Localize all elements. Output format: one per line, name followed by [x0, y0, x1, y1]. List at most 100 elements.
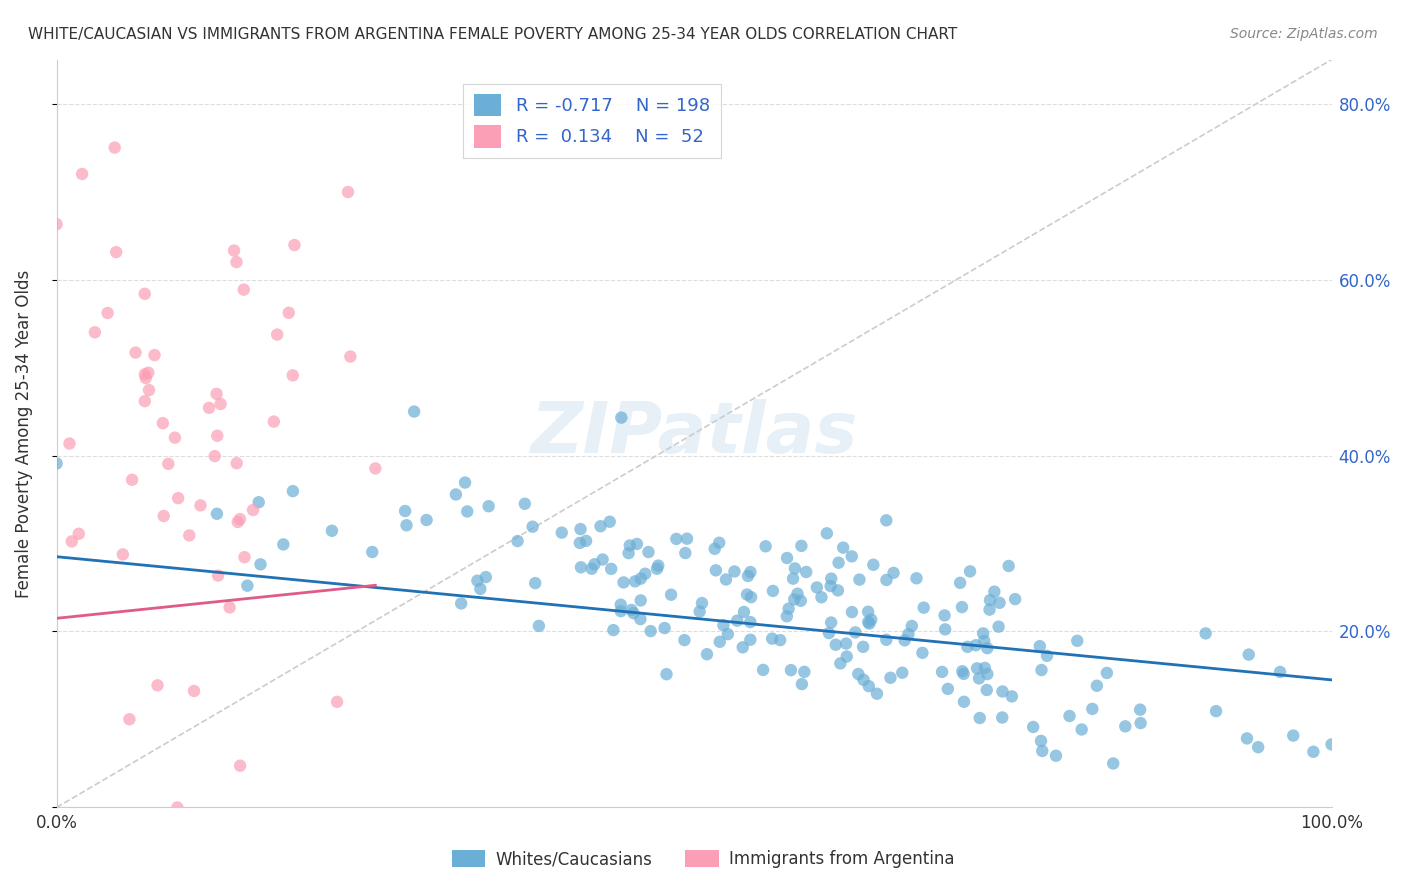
Point: [645, 562, 668, 576]
Point: [976, 641, 998, 656]
Point: [207, 428, 229, 442]
Point: [233, 550, 256, 565]
Point: [45, 457, 67, 471]
Point: [689, 605, 711, 619]
Point: [198, 401, 221, 415]
Point: [630, 593, 652, 607]
Point: [901, 619, 924, 633]
Point: [583, 558, 606, 572]
Point: [599, 515, 621, 529]
Point: [134, 368, 156, 382]
Point: [965, 638, 987, 652]
Point: [824, 638, 846, 652]
Point: [163, 431, 186, 445]
Point: [655, 667, 678, 681]
Point: [1320, 738, 1343, 752]
Point: [1268, 665, 1291, 679]
Point: [973, 633, 995, 648]
Point: [893, 633, 915, 648]
Point: [568, 536, 591, 550]
Point: [820, 572, 842, 586]
Point: [249, 558, 271, 572]
Point: [157, 457, 180, 471]
Point: [725, 614, 748, 628]
Text: ZIPatlas: ZIPatlas: [530, 399, 858, 468]
Point: [229, 758, 252, 772]
Point: [875, 513, 897, 527]
Point: [866, 687, 889, 701]
Point: [950, 664, 973, 678]
Point: [983, 584, 1005, 599]
Point: [810, 591, 832, 605]
Point: [273, 537, 295, 551]
Point: [818, 626, 841, 640]
Point: [969, 711, 991, 725]
Point: [152, 508, 174, 523]
Point: [610, 604, 633, 618]
Point: [569, 560, 592, 574]
Point: [83, 326, 105, 340]
Point: [281, 368, 304, 383]
Point: [45, 217, 67, 231]
Point: [891, 665, 914, 680]
Point: [862, 558, 884, 572]
Point: [124, 345, 146, 359]
Point: [997, 558, 1019, 573]
Point: [506, 534, 529, 549]
Point: [676, 532, 699, 546]
Point: [1022, 720, 1045, 734]
Y-axis label: Female Poverty Among 25-34 Year Olds: Female Poverty Among 25-34 Year Olds: [15, 269, 32, 598]
Point: [630, 572, 652, 586]
Point: [673, 546, 696, 560]
Legend: Whites/Caucasians, Immigrants from Argentina: Whites/Caucasians, Immigrants from Argen…: [446, 843, 960, 875]
Point: [704, 563, 727, 577]
Point: [225, 456, 247, 470]
Point: [105, 245, 128, 260]
Point: [723, 565, 745, 579]
Point: [786, 587, 808, 601]
Point: [134, 394, 156, 409]
Point: [179, 528, 201, 542]
Point: [1031, 663, 1053, 677]
Point: [283, 238, 305, 252]
Point: [204, 449, 226, 463]
Point: [875, 632, 897, 647]
Point: [222, 244, 245, 258]
Point: [1095, 665, 1118, 680]
Point: [858, 679, 880, 693]
Point: [976, 683, 998, 698]
Point: [1066, 633, 1088, 648]
Point: [637, 545, 659, 559]
Point: [976, 667, 998, 681]
Point: [841, 605, 863, 619]
Point: [470, 582, 492, 596]
Point: [229, 512, 252, 526]
Text: Source: ZipAtlas.com: Source: ZipAtlas.com: [1230, 27, 1378, 41]
Point: [118, 712, 141, 726]
Point: [337, 185, 360, 199]
Point: [1195, 626, 1218, 640]
Point: [610, 410, 633, 425]
Point: [146, 678, 169, 692]
Point: [733, 605, 755, 619]
Point: [782, 572, 804, 586]
Point: [628, 612, 651, 626]
Point: [1114, 719, 1136, 733]
Point: [138, 383, 160, 397]
Point: [934, 623, 956, 637]
Point: [820, 579, 842, 593]
Point: [1129, 703, 1152, 717]
Point: [111, 548, 134, 562]
Point: [832, 541, 855, 555]
Point: [794, 565, 817, 579]
Point: [858, 616, 880, 631]
Point: [1236, 731, 1258, 746]
Point: [659, 588, 682, 602]
Point: [415, 513, 437, 527]
Point: [879, 671, 901, 685]
Point: [991, 710, 1014, 724]
Point: [581, 562, 603, 576]
Point: [1045, 748, 1067, 763]
Point: [104, 140, 127, 154]
Point: [790, 539, 813, 553]
